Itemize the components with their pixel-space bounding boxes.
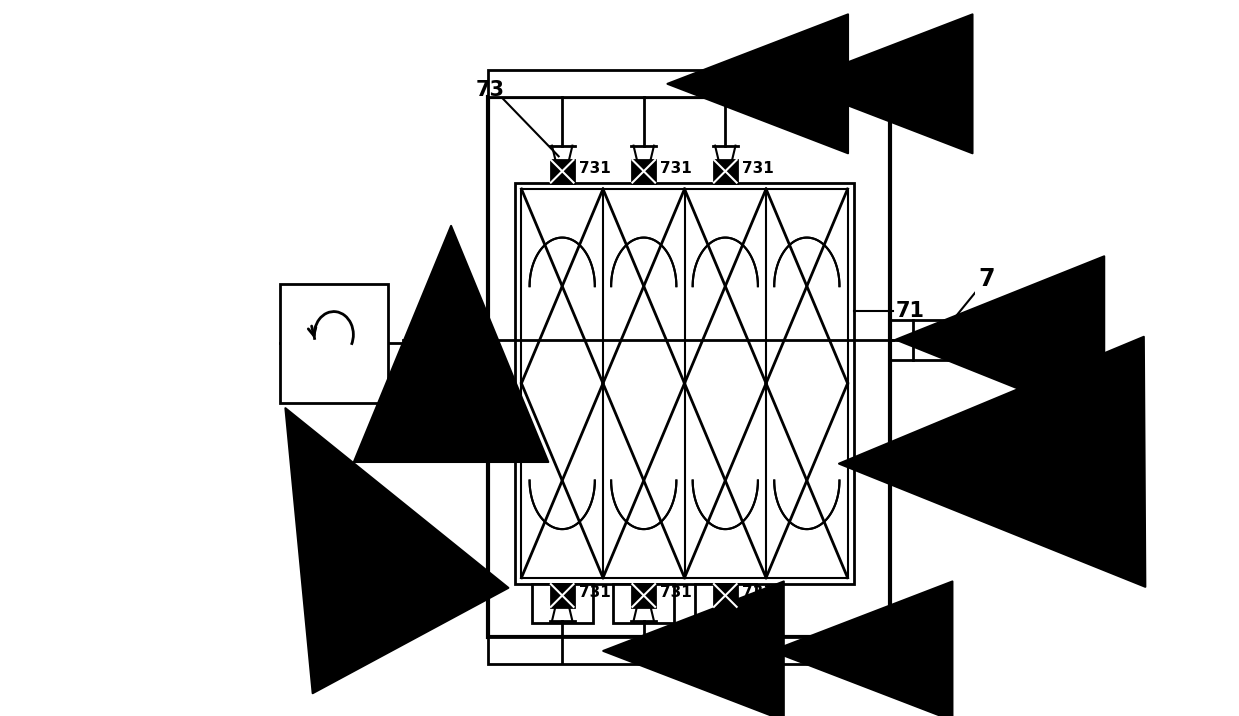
Text: 11: 11 (366, 435, 394, 455)
Bar (632, 160, 655, 183)
Text: 73: 73 (476, 80, 506, 100)
Text: 71: 71 (896, 301, 924, 321)
Ellipse shape (432, 274, 470, 405)
Bar (551, 160, 574, 183)
Text: 731: 731 (742, 585, 773, 600)
Text: 7: 7 (979, 266, 995, 291)
Text: 731: 731 (579, 161, 611, 176)
Bar (613, 584, 674, 623)
Text: 731: 731 (660, 161, 691, 176)
Text: 731: 731 (660, 585, 691, 600)
Bar (632, 584, 655, 607)
Bar (522, 189, 847, 578)
Text: 731: 731 (742, 161, 773, 176)
Bar (551, 584, 574, 607)
Bar (280, 284, 388, 403)
Bar (515, 183, 854, 584)
Bar (532, 584, 592, 623)
Bar (695, 584, 756, 623)
Bar (714, 584, 737, 607)
Bar (488, 637, 890, 664)
Bar (714, 160, 737, 183)
Text: 12: 12 (898, 457, 928, 477)
Bar (488, 70, 890, 97)
Bar (488, 97, 890, 637)
Text: 72: 72 (898, 90, 927, 110)
Text: 731: 731 (579, 585, 611, 600)
